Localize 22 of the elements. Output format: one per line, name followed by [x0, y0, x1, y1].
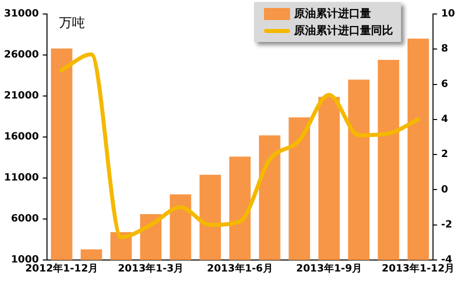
- y2-tick-label: 6: [441, 78, 448, 90]
- y2-tick-label: 10: [441, 8, 456, 20]
- y-tick-label: 16000: [4, 132, 39, 143]
- legend-label: 原油累计进口量同比: [294, 23, 393, 39]
- y-tick-label: 31000: [4, 8, 39, 20]
- x-tick-label: 2013年1-12月: [382, 262, 455, 275]
- y2-tick-label: 0: [441, 184, 448, 196]
- y-tick-label: 26000: [4, 50, 39, 61]
- y2-tick-label: 8: [441, 44, 448, 55]
- legend-label: 原油累计进口量: [294, 6, 371, 22]
- y2-tick-label: -2: [441, 219, 452, 230]
- y-tick-label: 11000: [4, 172, 39, 184]
- y2-tick-label: 2: [441, 149, 448, 160]
- y-axis-title: 万吨: [58, 16, 85, 31]
- x-tick-label: 2013年1-3月: [118, 262, 184, 275]
- y-tick-label: 6000: [10, 214, 39, 225]
- x-tick-label: 2013年1-6月: [206, 262, 273, 275]
- x-tick-label: 2012年1-12月: [25, 262, 98, 275]
- line-series: [60, 52, 420, 240]
- y-tick-label: 21000: [4, 90, 39, 102]
- x-tick-label: 2013年1-9月: [296, 262, 362, 275]
- y2-tick-label: 4: [441, 114, 448, 126]
